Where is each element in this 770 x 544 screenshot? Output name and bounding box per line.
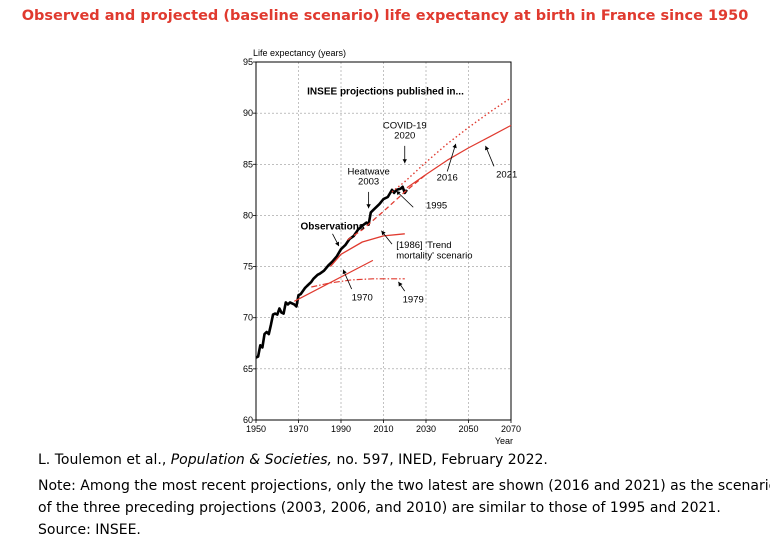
series-line-observations [255,185,408,359]
annotation-l2021: 2021 [496,170,517,181]
note-line-2: of the three preceding projections (2003… [38,500,721,516]
annotation-covid_1: COVID-19 [383,120,427,131]
y-tick-label: 70 [243,313,253,323]
citation: L. Toulemon et al., Population & Societi… [38,452,548,468]
arrow-2021-head [485,145,490,151]
citation-journal: Population & Societies, [170,452,332,468]
annotation-l1986_2: mortality' scenario [396,250,472,261]
arrow-1979-head [398,281,403,287]
chart-title: Observed and projected (baseline scenari… [21,8,749,24]
citation-details: no. 597, INED, February 2022. [336,452,548,468]
x-tick-label: 2030 [416,424,436,434]
series-line-1970 [294,259,374,302]
annotation-heat_1: Heatwave [348,167,390,178]
arrow-2016-shaft [446,143,457,172]
arrow-1986-head [381,230,386,236]
series-line--1986-trend-mortality-scenario [329,233,405,268]
annotation-l1979: 1979 [403,294,424,305]
x-tick-label: 2010 [373,424,393,434]
series-line-1995 [347,173,427,241]
y-tick-label: 75 [243,262,253,272]
y-axis-label: Life expectancy (years) [253,48,346,58]
series-lines [255,97,512,359]
annotation-heat_2: 2003 [358,177,379,188]
arrow-1986 [381,230,393,245]
arrow-2016-head [452,143,457,149]
x-tick-label: 2070 [501,424,521,434]
note-block: Note: Among the most recent projections,… [38,475,770,541]
annotation-l2016: 2016 [437,173,458,184]
arrow-1979 [398,281,406,292]
arrow-observations-head [335,241,339,247]
arrow-heatwave [366,191,371,209]
labels: INSEE projections published in... COVID-1… [301,87,518,306]
axes: 60 65 70 75 80 85 90 95 1950 1970 1990 2010 2030 2050… [243,48,521,446]
citation-author: L. Toulemon et al., [38,452,167,468]
y-tick-label: 60 [243,415,253,425]
arrow-1995 [395,190,414,208]
x-tick-label: 1950 [246,424,266,434]
y-tick-label: 80 [243,210,253,220]
arrow-observations [332,233,340,247]
arrow-1970 [342,269,352,290]
series-line-2016 [391,97,512,193]
grid [256,61,511,420]
x-tick-label: 2050 [458,424,478,434]
source-line: Source: INSEE. [38,522,141,538]
y-tick-label: 65 [243,364,253,374]
life-expectancy-chart: 60 65 70 75 80 85 90 95 1950 1970 1990 2010 2030 2050… [243,48,521,446]
note-line-1: Note: Among the most recent projections,… [38,478,770,494]
y-tick-label: 95 [243,57,253,67]
plot-frame [255,61,512,421]
arrow-2021 [485,145,495,167]
arrow-1995-head [396,190,401,196]
y-tick-label: 85 [243,159,253,169]
annotation-l1970: 1970 [352,292,373,303]
series-line-2021 [406,124,512,189]
arrow-covid-head [402,159,407,164]
annotation-covid_2: 2020 [394,131,415,142]
plot-subtitle: INSEE projections published in... [307,87,464,98]
arrow-heatwave-head [366,204,371,209]
x-axis-label: Year [495,436,513,446]
arrow-covid [402,145,407,164]
annotation-l1986_1: [1986] 'Trend [396,240,451,251]
x-tick-label: 1990 [331,424,351,434]
annotation-obs: Observations [301,222,365,233]
arrow-2016 [446,143,457,172]
annotation-l1995: 1995 [426,200,447,211]
y-tick-label: 90 [243,108,253,118]
series-line-1979 [311,278,405,288]
arrow-1970-head [342,269,347,275]
x-tick-label: 1970 [288,424,308,434]
annotation-arrows [332,143,495,292]
